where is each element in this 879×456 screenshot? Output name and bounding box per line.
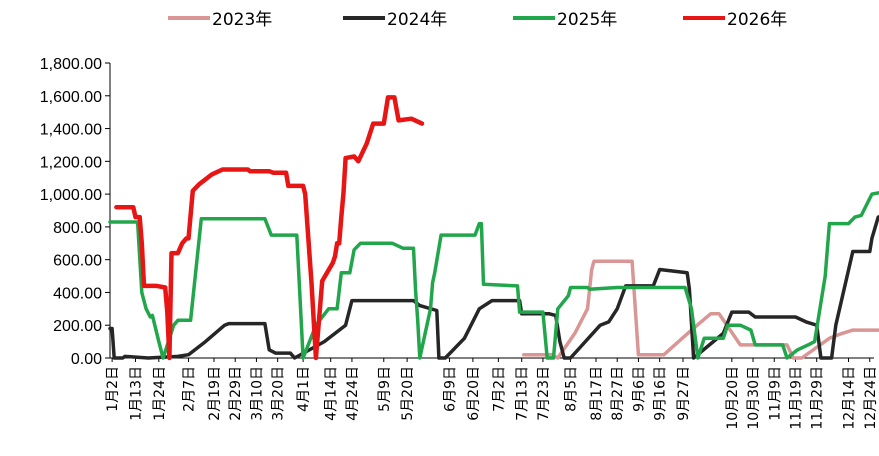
legend-label: 2026年 [727, 10, 787, 30]
x-tick-label: 9月6日 [631, 366, 647, 412]
x-tick-label: 12月14日 [842, 366, 858, 430]
y-tick-label: 1,800.00 [40, 56, 102, 73]
x-tick-label: 12月24日 [863, 366, 879, 430]
x-tick-label: 4月14日 [324, 366, 340, 421]
x-tick-label: 3月20日 [271, 366, 287, 421]
x-tick-label: 2月29日 [228, 366, 244, 421]
x-tick-label: 8月17日 [589, 366, 605, 421]
x-tick-label: 10月20日 [725, 366, 741, 430]
y-tick-label: 0.00 [71, 351, 102, 368]
x-tick-label: 1月13日 [128, 366, 144, 421]
x-tick-label: 11月19日 [788, 366, 804, 430]
y-tick-label: 1,400.00 [40, 122, 102, 139]
x-tick-label: 1月24日 [152, 366, 168, 421]
x-tick-label: 8月27日 [610, 366, 626, 421]
x-tick-label: 11月9日 [767, 366, 783, 421]
series-layer [108, 95, 879, 361]
x-tick-label: 5月20日 [400, 366, 416, 421]
y-tick-label: 400.00 [53, 285, 102, 302]
legend-label: 2023年 [212, 10, 272, 30]
legend-label: 2025年 [557, 10, 617, 30]
y-tick-label: 600.00 [53, 253, 102, 270]
y-tick-label: 200.00 [53, 318, 102, 335]
x-tick-label: 10月30日 [746, 366, 762, 430]
series-line-2026年 [114, 95, 425, 361]
x-tick-label: 2月19日 [207, 366, 223, 421]
series-line-2025年 [108, 190, 879, 360]
x-tick-label: 1月2日 [105, 366, 121, 412]
x-tick-label: 9月16日 [653, 366, 669, 421]
x-axis: 1月2日 1月13日 1月24日 2月7日 2月19日 2月29日 3月10日 3月20日 4月… [105, 357, 879, 430]
legend-label: 2024年 [387, 10, 447, 30]
x-tick-label: 7月2日 [491, 366, 507, 412]
x-tick-label: 11月29日 [810, 366, 826, 430]
x-tick-label: 4月24日 [345, 366, 361, 421]
y-tick-label: 1,200.00 [40, 154, 102, 171]
series-line-2024年 [108, 215, 879, 360]
x-tick-label: 7月13日 [515, 366, 531, 421]
x-tick-label: 6月9日 [443, 366, 459, 412]
series-line-2023年 [522, 259, 879, 360]
x-tick-label: 5月9日 [377, 366, 393, 412]
x-tick-label: 4月1日 [296, 366, 312, 412]
x-tick-label: 2月7日 [182, 366, 198, 412]
legend: 2023年 2024年 2025年 2026年 [168, 10, 787, 30]
x-tick-label: 9月27日 [676, 366, 692, 421]
x-tick-label: 3月10日 [249, 366, 265, 421]
y-tick-label: 800.00 [53, 220, 102, 237]
y-axis: 0.00 200.00 400.00 600.00 800.00 1,000.00 1,20… [40, 56, 111, 368]
y-tick-label: 1,600.00 [40, 89, 102, 106]
y-tick-label: 1,000.00 [40, 187, 102, 204]
x-tick-label: 7月23日 [536, 366, 552, 421]
x-tick-label: 6月20日 [466, 366, 482, 421]
x-tick-label: 8月5日 [564, 366, 580, 412]
